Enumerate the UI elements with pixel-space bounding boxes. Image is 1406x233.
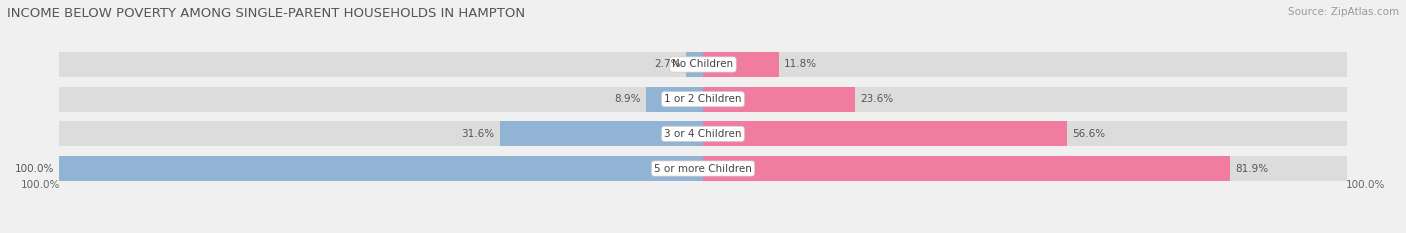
Bar [59, 52, 703, 77]
Bar [59, 121, 703, 146]
Bar [703, 156, 1347, 181]
Bar [499, 121, 703, 146]
Text: Source: ZipAtlas.com: Source: ZipAtlas.com [1288, 7, 1399, 17]
Bar [703, 52, 779, 77]
Bar [59, 156, 703, 181]
Text: 23.6%: 23.6% [860, 94, 893, 104]
Text: 5 or more Children: 5 or more Children [654, 164, 752, 174]
Text: 11.8%: 11.8% [785, 59, 817, 69]
Text: 2.7%: 2.7% [654, 59, 681, 69]
Text: 81.9%: 81.9% [1236, 164, 1268, 174]
Bar [703, 52, 1347, 77]
Bar [645, 87, 703, 112]
Text: 3 or 4 Children: 3 or 4 Children [664, 129, 742, 139]
Text: 100.0%: 100.0% [1346, 180, 1385, 190]
Bar [59, 156, 703, 181]
Text: 56.6%: 56.6% [1073, 129, 1105, 139]
Bar [703, 87, 1347, 112]
Text: No Children: No Children [672, 59, 734, 69]
Text: INCOME BELOW POVERTY AMONG SINGLE-PARENT HOUSEHOLDS IN HAMPTON: INCOME BELOW POVERTY AMONG SINGLE-PARENT… [7, 7, 526, 20]
Text: 8.9%: 8.9% [614, 94, 641, 104]
Bar [703, 121, 1347, 146]
Bar [703, 121, 1067, 146]
Text: 100.0%: 100.0% [21, 180, 60, 190]
Bar [686, 52, 703, 77]
Text: 100.0%: 100.0% [14, 164, 53, 174]
Text: 31.6%: 31.6% [461, 129, 495, 139]
Bar [703, 87, 855, 112]
Text: 1 or 2 Children: 1 or 2 Children [664, 94, 742, 104]
Bar [59, 87, 703, 112]
Bar [703, 156, 1230, 181]
